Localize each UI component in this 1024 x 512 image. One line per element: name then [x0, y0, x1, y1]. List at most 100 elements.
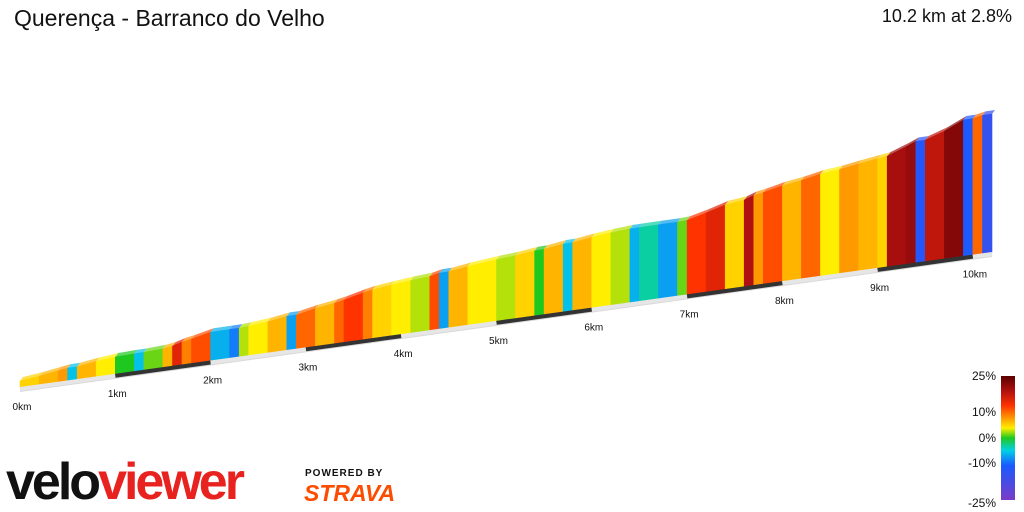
gradient-segment	[839, 163, 859, 274]
gradient-segment	[677, 219, 688, 297]
gradient-segment	[753, 192, 764, 286]
gradient-segment-top	[858, 154, 881, 164]
gradient-segment-top	[839, 160, 862, 170]
gradient-segment-top	[143, 344, 166, 353]
gradient-segment-top	[391, 276, 414, 285]
gradient-segment	[982, 113, 993, 254]
gradient-segment-top	[162, 342, 176, 349]
gradient-segment-top	[96, 353, 119, 362]
gradient-segment-top	[248, 317, 271, 327]
km-axis-segment	[877, 254, 974, 272]
gradient-segment-top	[20, 372, 43, 381]
gradient-segment	[343, 292, 364, 343]
gradient-segment-top	[58, 364, 71, 371]
gradient-segment-top	[267, 312, 290, 322]
gradient-segment-top	[563, 238, 576, 244]
gradient-segment	[944, 119, 964, 259]
gradient-segment-top	[286, 311, 300, 317]
gradient-legend-bar	[1001, 376, 1015, 500]
gradient-segment	[315, 302, 335, 347]
gradient-segment	[334, 299, 345, 344]
gradient-segment-top	[725, 196, 748, 205]
gradient-segment-top	[467, 255, 500, 267]
gradient-segment-top	[820, 165, 843, 175]
km-tick-label: 1km	[108, 389, 127, 400]
gradient-segment-top	[77, 357, 100, 367]
km-axis-segment	[210, 347, 307, 365]
gradient-segment	[134, 352, 145, 372]
gradient-segment	[496, 255, 516, 322]
gradient-segment-top	[544, 240, 567, 250]
gradient-segment-top	[629, 223, 643, 229]
route-summary: 10.2 km at 2.8%	[881, 6, 1012, 26]
gradient-segment	[210, 329, 230, 361]
strava-logo[interactable]: STRAVA	[304, 480, 396, 506]
logo-viewer-text: viewer	[98, 453, 245, 511]
gradient-segment	[543, 243, 564, 315]
gradient-segment	[438, 271, 450, 330]
gradient-segment	[658, 221, 678, 299]
veloviewer-logo[interactable]: veloviewer	[6, 452, 245, 512]
gradient-segment	[963, 118, 974, 257]
gradient-segment	[172, 341, 183, 367]
gradient-segment	[924, 130, 945, 262]
km-tick-label: 5km	[489, 336, 508, 347]
km-axis-segment	[400, 320, 497, 339]
gradient-segment-top	[410, 272, 433, 281]
gradient-segment-top	[334, 296, 347, 304]
gradient-segments	[19, 110, 995, 388]
gradient-segment	[743, 195, 755, 287]
gradient-segment-top	[801, 170, 824, 181]
gradient-segment	[115, 353, 135, 375]
gradient-segment-top	[972, 111, 986, 119]
gradient-segment	[686, 212, 707, 295]
gradient-segment-top	[591, 228, 614, 238]
gradient-segment	[448, 266, 469, 328]
legend-label-neg10: -10%	[968, 456, 996, 470]
gradient-segment	[267, 316, 288, 353]
gradient-segment	[724, 199, 745, 290]
gradient-segment	[562, 242, 574, 312]
gradient-segment-top	[753, 188, 767, 196]
km-tick-label: 6km	[584, 323, 603, 334]
gradient-segment-top	[39, 366, 62, 377]
gradient-segment-top	[363, 285, 376, 293]
km-axis-segment	[115, 360, 211, 378]
gradient-segment-top	[315, 299, 338, 309]
km-axis-segment	[972, 252, 993, 259]
gradient-segment	[162, 345, 173, 368]
legend-label-neg25: -25%	[968, 496, 996, 510]
gradient-segment	[467, 259, 497, 326]
gradient-segment	[143, 348, 164, 371]
gradient-segment-top	[944, 116, 967, 132]
gradient-segment-top	[925, 127, 948, 141]
gradient-segment	[410, 276, 431, 334]
gradient-segment	[534, 248, 545, 316]
km-axis-segment	[19, 373, 116, 391]
gradient-segment	[782, 180, 802, 282]
gradient-segment	[515, 250, 535, 319]
gradient-segment-top	[344, 288, 367, 301]
gradient-segment-top	[639, 220, 662, 228]
gradient-segment-top	[763, 181, 786, 193]
gradient-segment	[429, 272, 440, 331]
gradient-segment-top	[515, 246, 538, 256]
gradient-segment-top	[210, 325, 233, 333]
gradient-segment-top	[239, 322, 252, 329]
gradient-segment-top	[534, 245, 548, 251]
km-tick-label: 9km	[870, 283, 889, 294]
km-tick-label: 4km	[394, 349, 413, 360]
legend-label-10: 10%	[972, 405, 996, 419]
gradient-segment-top	[706, 200, 729, 213]
gradient-segment	[362, 289, 373, 340]
gradient-segment	[972, 114, 983, 255]
gradient-segment-top	[906, 137, 919, 147]
km-tick-label: 2km	[203, 376, 222, 387]
gradient-segment	[286, 314, 297, 351]
gradient-segment	[905, 140, 917, 265]
km-tick-label: 8km	[775, 296, 794, 307]
gradient-segment-top	[296, 304, 319, 315]
gradient-segment-top	[687, 209, 710, 221]
gradient-segment	[915, 139, 926, 263]
gradient-segment-top	[963, 114, 976, 120]
